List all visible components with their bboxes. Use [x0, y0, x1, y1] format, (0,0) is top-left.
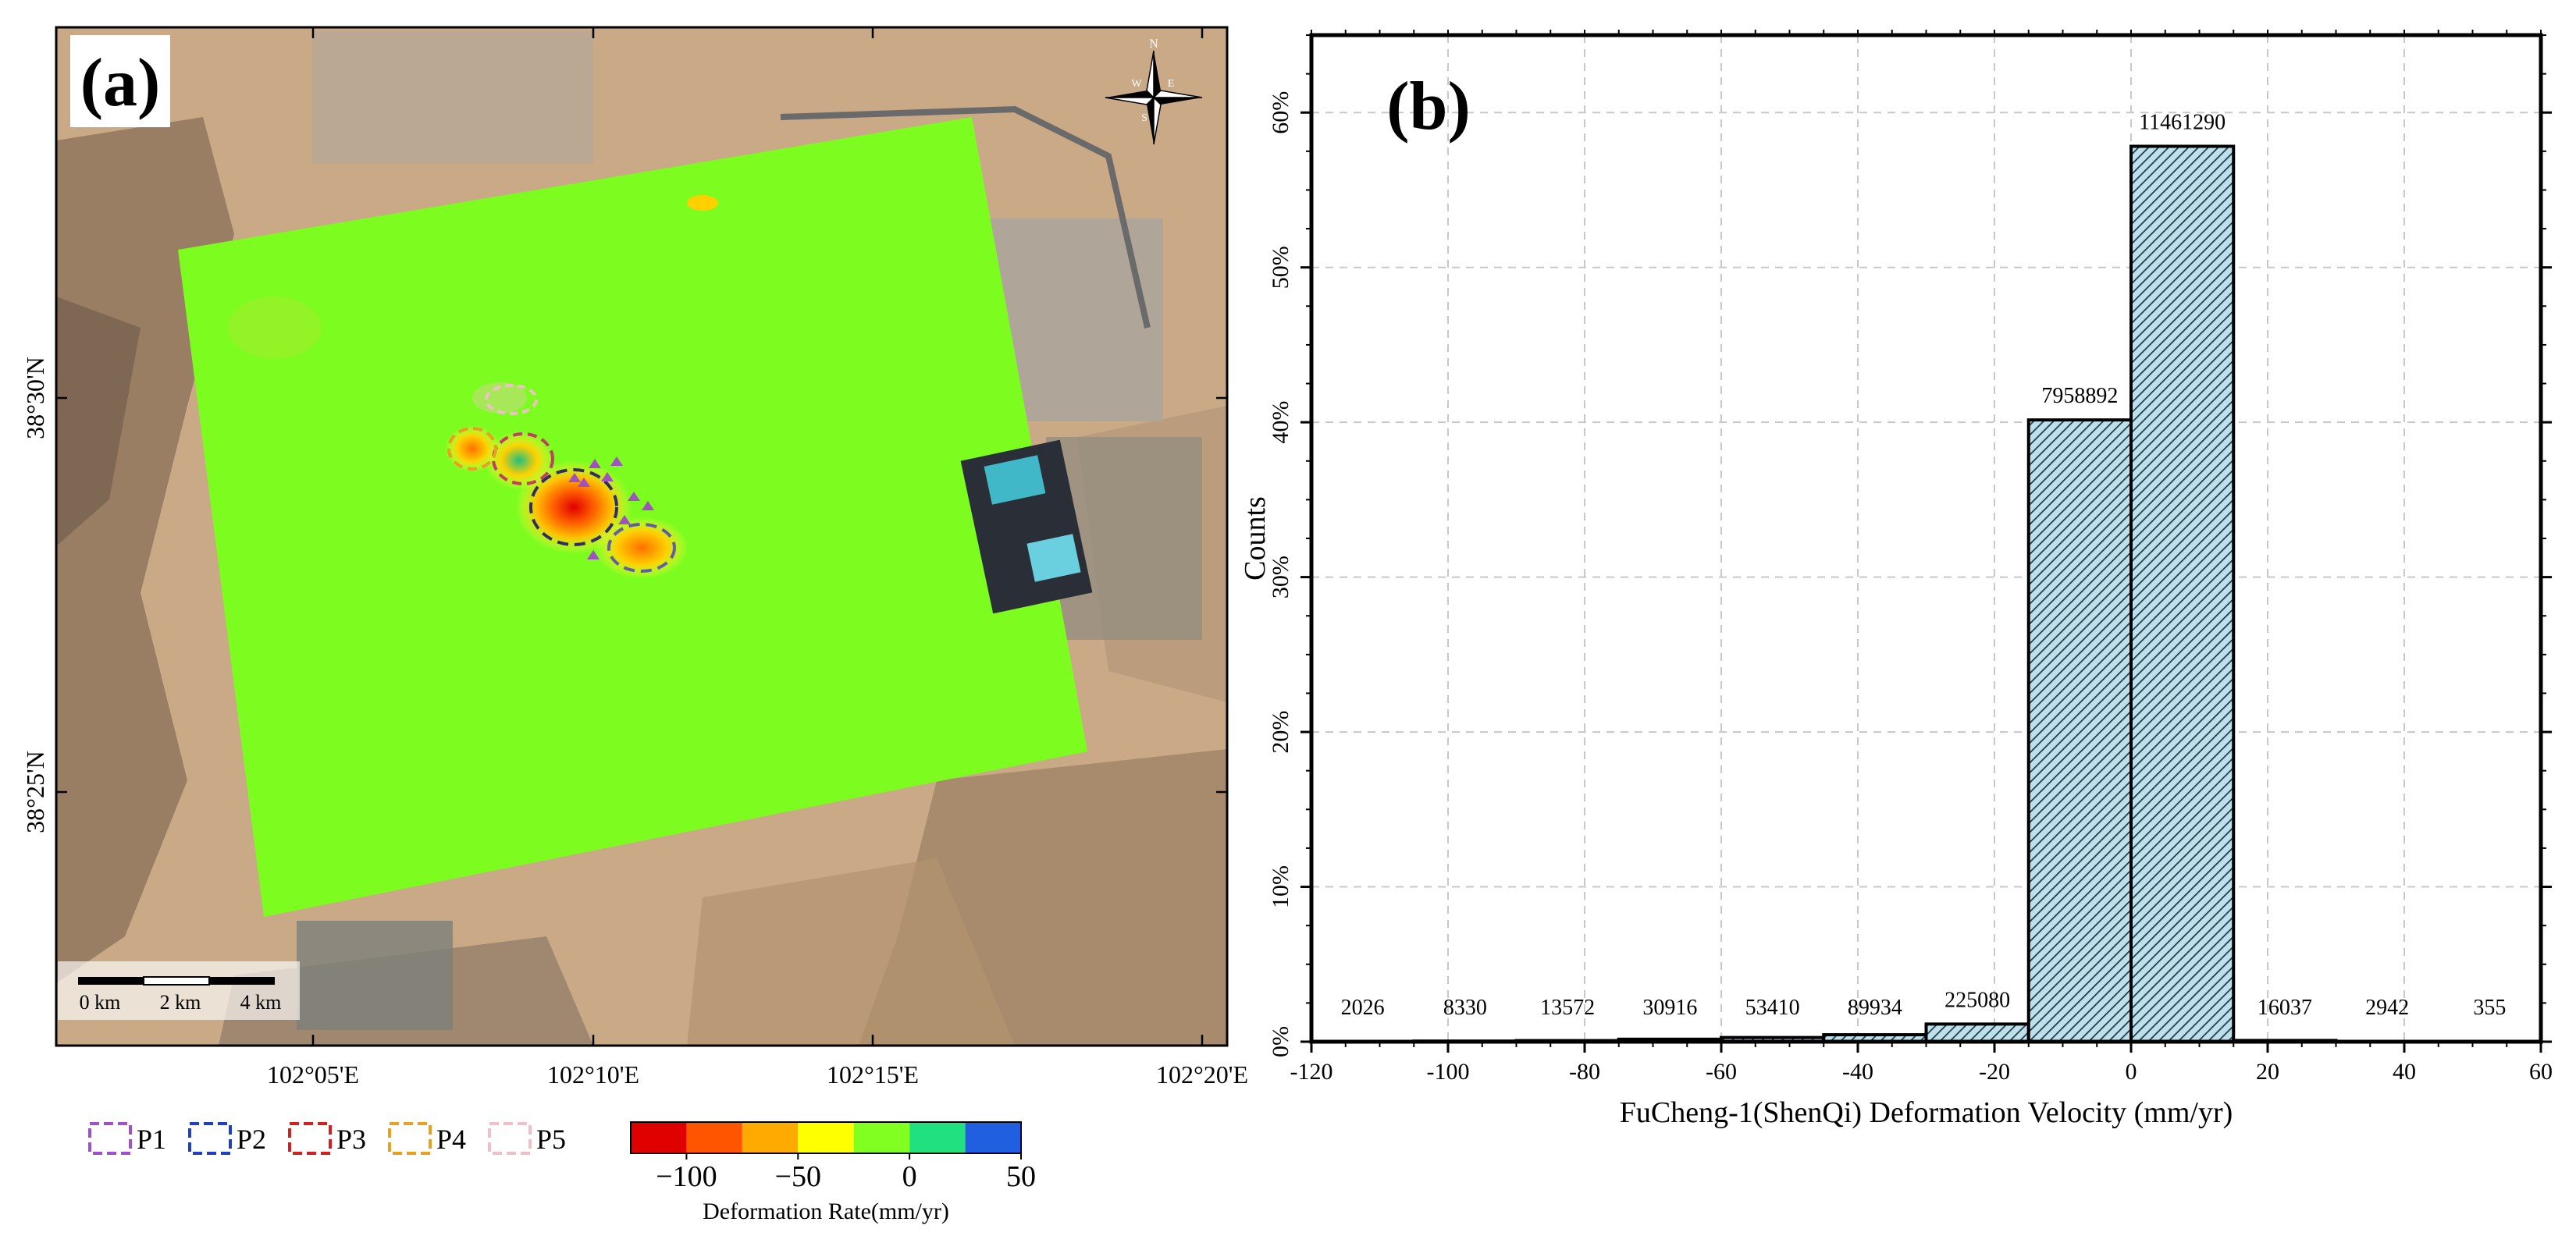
colorbar-segment — [686, 1122, 742, 1153]
scale-label-4: 4 km — [240, 991, 282, 1014]
compass-s: S — [1141, 112, 1147, 124]
compass-e: E — [1168, 78, 1175, 90]
count-label: 13572 — [1540, 996, 1595, 1020]
x-tick-label: 20 — [2256, 1059, 2279, 1085]
x-tick-label: 40 — [2393, 1059, 2416, 1085]
map-panel: (a) N W E S 0 km 2 km 4 km 38°30'N 38°25… — [21, 26, 1248, 1224]
count-label: 16037 — [2258, 996, 2312, 1020]
legend-label-p4: P4 — [436, 1124, 466, 1155]
colorbar-tick-label: 50 — [1006, 1160, 1036, 1193]
x-tick-label: -40 — [1842, 1059, 1873, 1085]
x-axis-label: FuCheng-1(ShenQi) Deformation Velocity (… — [1620, 1096, 2233, 1129]
count-label: 11461290 — [2139, 110, 2226, 134]
panel-a-label: (a) — [80, 45, 161, 121]
x-axis-ticks: -120 -100 -80 -60 -40 -20 0 20 40 60 — [1290, 30, 2553, 1085]
north-arrow-icon: N W E S — [1105, 37, 1203, 145]
histogram-bar — [2129, 144, 2236, 1044]
x-tick-label: 60 — [2529, 1059, 2553, 1085]
y-tick-label: 20% — [1268, 711, 1293, 754]
colorbar-tick-label: −100 — [656, 1160, 717, 1193]
y-tick-label: 0% — [1268, 1026, 1293, 1057]
legend-label-p1: P1 — [137, 1124, 166, 1155]
count-label: 53410 — [1745, 996, 1800, 1020]
lat-tick-label: 38°30'N — [21, 357, 49, 439]
panel-b-label: (b) — [1386, 69, 1471, 144]
y-tick-label: 60% — [1268, 91, 1293, 134]
x-tick-label: 0 — [2126, 1059, 2137, 1085]
panel-a-label-bg — [70, 35, 170, 127]
count-label: 30916 — [1642, 996, 1697, 1020]
lon-tick-label: 102°15'E — [827, 1060, 919, 1089]
count-labels: 2026 8330 13572 30916 53410 89934 225080 795889… — [1341, 110, 2507, 1020]
histogram-bar — [2026, 418, 2133, 1043]
scale-label-0: 0 km — [80, 991, 121, 1014]
x-tick-label: -120 — [1290, 1059, 1333, 1085]
y-axis-ticks: 0% 10% 20% 30% 40% 50% 60% — [1268, 34, 2552, 1057]
legend-swatch-p2 — [188, 1122, 232, 1155]
count-label: 225080 — [1944, 988, 2010, 1012]
legend-swatch-p1 — [88, 1122, 132, 1155]
colorbar-segment — [853, 1122, 910, 1153]
count-label: 89934 — [1848, 996, 1902, 1020]
colorbar-title: Deformation Rate(mm/yr) — [703, 1199, 949, 1224]
colorbar-segment — [909, 1122, 966, 1153]
count-label: 2942 — [2365, 996, 2409, 1020]
scale-bar: 0 km 2 km 4 km — [58, 961, 300, 1020]
map-image — [56, 27, 1227, 1046]
legend-label-p3: P3 — [336, 1124, 366, 1155]
y-tick-label: 10% — [1268, 865, 1293, 908]
colorbar-segment — [631, 1122, 687, 1153]
x-tick-label: -100 — [1427, 1059, 1470, 1085]
colorbar-tick-label: 0 — [902, 1160, 917, 1193]
legend-swatch-p3 — [288, 1122, 332, 1155]
zone-legend: P1 P2 P3 P4 P5 — [88, 1122, 566, 1155]
legend-swatch-p5 — [488, 1122, 532, 1155]
deformation-footprint — [178, 117, 1087, 917]
y-axis-label: Counts — [1239, 496, 1272, 581]
map-frame — [55, 26, 1229, 1047]
y-tick-label: 50% — [1268, 246, 1293, 289]
compass-n: N — [1149, 37, 1158, 51]
lat-tick-label: 38°25'N — [21, 751, 49, 833]
x-tick-label: -80 — [1569, 1059, 1600, 1085]
y-tick-label: 30% — [1268, 556, 1293, 598]
colorbar-segment — [798, 1122, 854, 1153]
colorbar: −100 −50 0 50 — [630, 1121, 1036, 1193]
scale-label-2: 2 km — [160, 991, 201, 1014]
count-label: 7958892 — [2041, 384, 2118, 408]
chart-grid — [1311, 35, 2542, 1042]
colorbar-tick-label: −50 — [775, 1160, 821, 1193]
colorbar-segment — [965, 1122, 1021, 1153]
legend-swatch-p4 — [388, 1122, 432, 1155]
lon-tick-label: 102°05'E — [267, 1060, 359, 1089]
compass-w: W — [1131, 78, 1142, 90]
legend-label-p2: P2 — [237, 1124, 266, 1155]
plot-frame — [1309, 33, 2543, 1044]
count-label: 8330 — [1443, 996, 1487, 1020]
lon-tick-label: 102°10'E — [547, 1060, 639, 1089]
x-tick-label: -20 — [1979, 1059, 2010, 1085]
count-label: 355 — [2473, 996, 2506, 1020]
y-tick-label: 40% — [1268, 401, 1293, 444]
histogram-bars — [1412, 144, 2338, 1044]
histogram-panel: 2026 8330 13572 30916 53410 89934 225080 795889… — [1239, 30, 2553, 1129]
colorbar-segment — [742, 1122, 799, 1153]
legend-label-p5: P5 — [536, 1124, 566, 1155]
x-tick-label: -60 — [1706, 1059, 1737, 1085]
histogram-bar — [1924, 1022, 2030, 1043]
lon-tick-label: 102°20'E — [1156, 1060, 1248, 1089]
count-label: 2026 — [1341, 996, 1385, 1020]
